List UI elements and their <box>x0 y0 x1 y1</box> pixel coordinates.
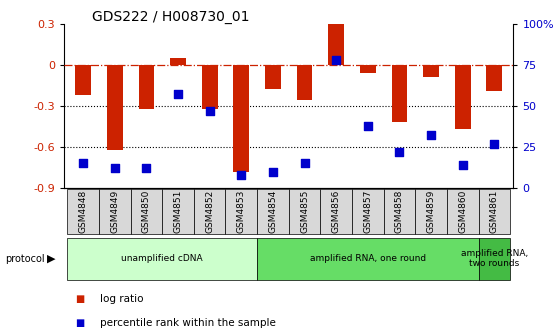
Bar <box>479 189 510 234</box>
Point <box>458 162 467 168</box>
Text: GSM4861: GSM4861 <box>490 190 499 234</box>
Point <box>79 161 88 166</box>
Point <box>110 166 119 171</box>
Bar <box>202 65 218 109</box>
Text: protocol: protocol <box>6 254 45 264</box>
Bar <box>131 189 162 234</box>
Bar <box>320 189 352 234</box>
Bar <box>107 65 123 150</box>
Point <box>174 92 182 97</box>
Text: amplified RNA, one round: amplified RNA, one round <box>310 254 426 263</box>
Point <box>332 57 341 62</box>
Text: GSM4849: GSM4849 <box>110 190 119 233</box>
Point <box>490 141 499 146</box>
Text: GSM4848: GSM4848 <box>79 190 88 233</box>
Point <box>300 161 309 166</box>
Point <box>205 108 214 114</box>
Point <box>268 169 277 174</box>
Point <box>427 133 436 138</box>
Point <box>363 123 372 128</box>
Bar <box>75 65 91 95</box>
Bar <box>360 65 376 73</box>
Bar <box>328 24 344 65</box>
Bar <box>68 238 257 280</box>
Text: GSM4857: GSM4857 <box>363 190 372 234</box>
Bar <box>297 65 312 100</box>
Bar <box>447 189 479 234</box>
Text: amplified RNA,
two rounds: amplified RNA, two rounds <box>461 249 528 268</box>
Bar <box>194 189 225 234</box>
Bar <box>257 189 289 234</box>
Text: GSM4858: GSM4858 <box>395 190 404 234</box>
Text: GSM4859: GSM4859 <box>427 190 436 234</box>
Text: log ratio: log ratio <box>100 294 144 304</box>
Text: GSM4852: GSM4852 <box>205 190 214 233</box>
Bar <box>233 65 249 172</box>
Point <box>237 172 246 178</box>
Bar <box>487 65 502 91</box>
Bar <box>162 189 194 234</box>
Bar <box>170 58 186 65</box>
Text: GSM4860: GSM4860 <box>458 190 467 234</box>
Text: ■: ■ <box>75 318 85 328</box>
Text: unamplified cDNA: unamplified cDNA <box>122 254 203 263</box>
Text: ■: ■ <box>75 294 85 304</box>
Bar <box>352 189 384 234</box>
Bar <box>423 65 439 77</box>
Bar <box>384 189 415 234</box>
Bar <box>257 238 479 280</box>
Bar <box>392 65 407 122</box>
Bar <box>265 65 281 89</box>
Text: GDS222 / H008730_01: GDS222 / H008730_01 <box>92 10 249 24</box>
Bar <box>68 189 99 234</box>
Text: GSM4853: GSM4853 <box>237 190 246 234</box>
Text: ▶: ▶ <box>47 254 56 264</box>
Text: GSM4856: GSM4856 <box>331 190 341 234</box>
Text: GSM4855: GSM4855 <box>300 190 309 234</box>
Bar <box>455 65 470 129</box>
Bar <box>99 189 131 234</box>
Bar <box>289 189 320 234</box>
Text: GSM4854: GSM4854 <box>268 190 277 233</box>
Bar <box>138 65 155 109</box>
Bar <box>415 189 447 234</box>
Point <box>395 149 404 155</box>
Bar <box>479 238 510 280</box>
Point <box>142 166 151 171</box>
Text: GSM4851: GSM4851 <box>174 190 182 234</box>
Text: GSM4850: GSM4850 <box>142 190 151 234</box>
Bar <box>225 189 257 234</box>
Text: percentile rank within the sample: percentile rank within the sample <box>100 318 276 328</box>
